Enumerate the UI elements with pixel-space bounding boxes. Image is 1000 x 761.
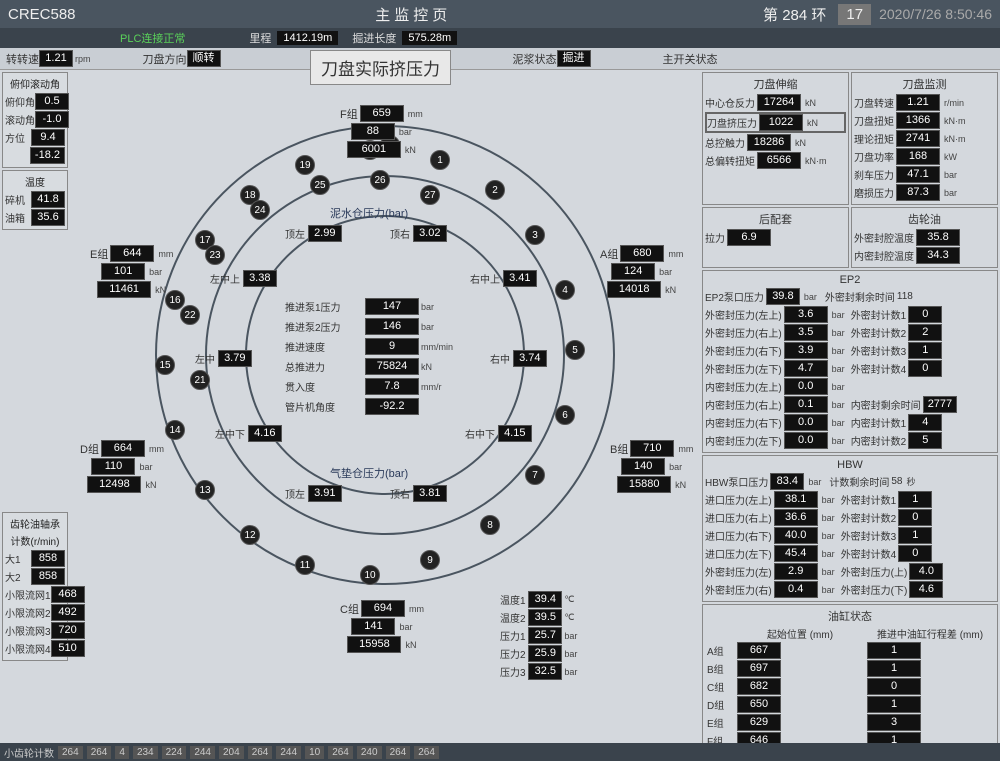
- rear-panel: 后配套拉力6.9: [702, 207, 849, 268]
- mileage-value: 1412.19m: [277, 31, 338, 45]
- ring-node: 24: [250, 200, 270, 220]
- ring-node: 11: [295, 555, 315, 575]
- group-A: A组680mm124bar14018kN: [600, 245, 683, 298]
- ring-node: 7: [525, 465, 545, 485]
- header-bar: CREC588 主监控页 第 284 环 17 2020/7/26 8:50:4…: [0, 0, 1000, 28]
- ring-node: 15: [155, 355, 175, 375]
- rotation-speed: 1.21: [39, 50, 73, 67]
- counter-badge: 17: [838, 4, 871, 25]
- ext-panel: 刀盘伸缩中心仓反力17264kN刀盘挤压力1022kN总控触力18286kN总偏…: [702, 72, 849, 205]
- ring-node: 25: [310, 175, 330, 195]
- status-row: 转转速 1.21rpm 刀盘方向 顺转 泥浆状态 掘进 主开关状态: [0, 48, 1000, 70]
- ring-node: 5: [565, 340, 585, 360]
- bearing-group: 齿轮油轴承 计数(r/min) 大1858大2858小限流网1468小限流网24…: [2, 512, 68, 661]
- ring-label: 第 284 环: [763, 4, 826, 25]
- group-F: F组659mm88bar6001kN: [340, 105, 423, 158]
- ring-node: 13: [195, 480, 215, 500]
- machine-id: CREC588: [8, 6, 76, 23]
- ring-node: 22: [180, 305, 200, 325]
- ring-node: 12: [240, 525, 260, 545]
- callout-label: 刀盘实际挤压力: [310, 50, 451, 85]
- ring-node: 23: [205, 245, 225, 265]
- ring-node: 2: [485, 180, 505, 200]
- mud-state: 掘进: [557, 50, 591, 67]
- ring-node: 4: [555, 280, 575, 300]
- ring-node: 3: [525, 225, 545, 245]
- mon-panel: 刀盘监测刀盘转速1.21r/min刀盘扭矩1366kN·m理论扭矩2741kN·…: [851, 72, 998, 205]
- cyl-panel: 油缸状态 起始位置 (mm)推进中油缸行程差 (mm) A组6671B组6971…: [702, 604, 998, 753]
- tilt-group: 俯仰滚动角 俯仰角0.5滚动角-1.0方位9.4-18.2: [2, 72, 68, 168]
- ring-node: 26: [370, 170, 390, 190]
- center-diagram: 1234567891011121314151617181920212223242…: [70, 70, 700, 740]
- group-D: D组664mm110bar12498kN: [80, 440, 164, 493]
- hbw-panel: HBW HBW泵口压力83.4bar 计数剩余时间58秒 进口压力(左上)38.…: [702, 455, 998, 602]
- group-E: E组644mm101bar11461kN: [90, 245, 173, 298]
- mud-title: 泥水仓压力(bar): [330, 205, 408, 221]
- ring-node: 8: [480, 515, 500, 535]
- ep2-panel: EP2 EP2泵口压力39.8bar 外密封剩余时间118 外密封压力(左上)3…: [702, 270, 998, 453]
- page-title: 主监控页: [76, 4, 751, 25]
- ring-node: 9: [420, 550, 440, 570]
- group-B: B组710mm140bar15880kN: [610, 440, 693, 493]
- rotation-dir: 顺转: [187, 50, 221, 67]
- ring-node: 14: [165, 420, 185, 440]
- ring-node: 19: [295, 155, 315, 175]
- bottom-bar: 小齿轮计数26426442342242442042642441026424026…: [0, 743, 1000, 761]
- group-C: C组694mm141bar15958kN: [340, 600, 424, 653]
- ring-node: 6: [555, 405, 575, 425]
- sub-bar: PLC连接正常 里程1412.19m 掘进长度575.28m: [0, 28, 1000, 48]
- ring-node: 1: [430, 150, 450, 170]
- air-title: 气垫仓压力(bar): [330, 465, 408, 481]
- temp-group: 温度 碎机41.8油箱35.6: [2, 170, 68, 230]
- ring-node: 21: [190, 370, 210, 390]
- ring-node: 10: [360, 565, 380, 585]
- ring-node: 27: [420, 185, 440, 205]
- gear-panel: 齿轮油外密封腔温度35.8内密封腔温度34.3: [851, 207, 998, 268]
- plc-status: PLC连接正常: [120, 30, 185, 46]
- right-column: 刀盘伸缩中心仓反力17264kN刀盘挤压力1022kN总控触力18286kN总偏…: [700, 70, 1000, 740]
- datetime: 2020/7/26 8:50:46: [879, 6, 992, 22]
- left-column: 俯仰滚动角 俯仰角0.5滚动角-1.0方位9.4-18.2 温度 碎机41.8油…: [0, 70, 70, 740]
- exclen-value: 575.28m: [402, 31, 457, 45]
